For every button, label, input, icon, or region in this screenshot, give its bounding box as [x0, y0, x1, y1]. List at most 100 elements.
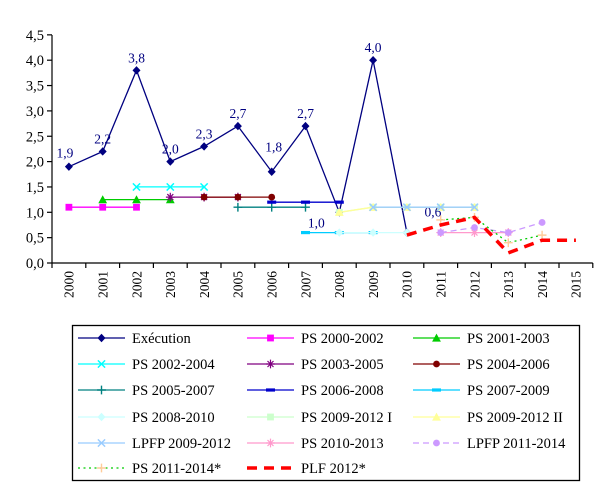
- square-marker-icon: [65, 203, 73, 211]
- x-marker-icon: [402, 203, 412, 212]
- y-tick-label: 2,5: [26, 129, 44, 145]
- legend-label: LPFP 2009-2012: [132, 436, 231, 452]
- dash-marker-icon: [432, 388, 441, 392]
- legend-label: PS 2002-2004: [132, 357, 215, 373]
- triangle-marker-icon: [98, 195, 108, 204]
- y-tick-label: 0,5: [26, 231, 44, 247]
- x-tick-label: 2004: [197, 271, 212, 298]
- legend-label: PS 2005-2007: [132, 383, 215, 399]
- diamond-marker-icon: [369, 56, 378, 65]
- series-ps-2005-2007: [233, 202, 310, 212]
- x-marker-icon: [97, 438, 106, 448]
- data-label: 2,2: [94, 131, 111, 146]
- legend-item-ex-cution: Exécution: [78, 331, 192, 347]
- series-ps-2008-2010: [335, 228, 411, 237]
- plus-marker-icon: [537, 230, 547, 240]
- y-tick-label: 3,0: [26, 104, 44, 120]
- legend-item-ps-2004-2006: PS 2004-2006: [413, 357, 550, 373]
- series-ps-2002-2004: [132, 182, 209, 192]
- circle-marker-icon: [433, 360, 440, 368]
- diamond-marker-icon: [369, 228, 378, 237]
- x-tick-label: 2003: [163, 271, 178, 298]
- x-tick-label: 2009: [366, 271, 381, 298]
- series-lpfp-2009-2012: [368, 203, 479, 212]
- legend-label: Exécution: [132, 331, 192, 347]
- legend-label: PS 2011-2014*: [132, 461, 221, 477]
- y-tick-label: 2,0: [26, 155, 44, 171]
- y-tick-label: 4,5: [26, 28, 44, 44]
- legend-label: PS 2009-2012 II: [467, 410, 563, 426]
- x-tick-label: 2006: [265, 271, 280, 298]
- legend-label: PS 2006-2008: [301, 383, 384, 399]
- circle-marker-icon: [234, 193, 242, 201]
- plus-marker-icon: [267, 202, 277, 212]
- data-label: 2,7: [297, 106, 314, 121]
- x-tick-label: 2015: [569, 271, 584, 298]
- legend-item-ps-2009-2012-i: PS 2009-2012 I: [247, 410, 392, 426]
- legend-box: [71, 324, 581, 482]
- circle-marker-icon: [433, 439, 440, 447]
- circle-marker-icon: [471, 224, 478, 231]
- data-label: 2,3: [196, 126, 213, 141]
- plus-marker-icon: [503, 238, 513, 248]
- plus-marker-icon: [97, 385, 106, 395]
- legend-item-ps-2002-2004: PS 2002-2004: [78, 357, 215, 373]
- x-tick-label: 2005: [231, 271, 246, 298]
- plus-marker-icon: [436, 215, 446, 225]
- series-ps-2004-2006: [200, 193, 276, 201]
- legend-label: PS 2004-2006: [467, 357, 550, 373]
- series-line-plf-2012: [406, 215, 576, 255]
- diamond-marker-icon: [97, 333, 106, 343]
- x-marker-icon: [470, 203, 479, 212]
- x-tick-label: 2007: [298, 271, 313, 298]
- legend-item-ps-2009-2012-ii: PS 2009-2012 II: [413, 410, 563, 426]
- y-tick-label: 0,0: [26, 256, 44, 272]
- series-ps-2000-2002: [65, 203, 140, 211]
- plus-marker-icon: [301, 202, 310, 212]
- x-tick-label: 2010: [400, 271, 415, 298]
- axes: 0,0 0,5 1,0 1,5 2,0 2,5 3,0 3,5 4,0 4,5 2000 2001 20…: [26, 28, 594, 298]
- diamond-marker-icon: [335, 228, 344, 237]
- x-marker-icon: [132, 182, 141, 192]
- x-tick-label: 2013: [501, 271, 516, 298]
- square-marker-icon: [99, 203, 107, 211]
- legend-item-lpfp-2011-2014: LPFP 2011-2014: [413, 436, 566, 452]
- legend-label: PS 2009-2012 I: [301, 410, 392, 426]
- x-marker-icon: [368, 203, 378, 212]
- x-tick-label: 2001: [96, 271, 111, 298]
- data-label: 4,0: [365, 40, 382, 55]
- triangle-marker-icon: [334, 207, 344, 216]
- legend-item-ps-2010-2013: PS 2010-2013: [247, 436, 384, 452]
- plus-marker-icon: [233, 202, 243, 212]
- y-tick-label: 1,0: [26, 205, 44, 221]
- legend-item-ps-2008-2010: PS 2008-2010: [78, 410, 215, 426]
- diamond-marker-icon: [301, 121, 310, 131]
- legend-label: PS 2010-2013: [301, 436, 384, 452]
- dash-marker-icon: [301, 230, 310, 235]
- triangle-marker-icon: [432, 412, 441, 421]
- square-marker-icon: [133, 203, 140, 211]
- x-tick-label: 2014: [535, 271, 550, 298]
- x-tick-label: 2000: [62, 271, 77, 298]
- y-tick-label: 1,5: [26, 180, 44, 196]
- legend-item-ps-2006-2008: PS 2006-2008: [247, 383, 384, 399]
- dash-marker-icon: [334, 200, 344, 204]
- legend-item-ps-2003-2005: PS 2003-2005: [247, 357, 384, 373]
- legend-item-ps-2011-2014: PS 2011-2014*: [78, 461, 221, 477]
- circle-marker-icon: [538, 219, 546, 226]
- x-tick-label: 2011: [434, 271, 449, 298]
- x-tick-label: 2002: [129, 271, 144, 298]
- diamond-marker-icon: [166, 157, 175, 166]
- legend-item-plf-2012: PLF 2012*: [247, 461, 366, 477]
- dash-marker-icon: [266, 388, 275, 392]
- x-marker-icon: [166, 182, 175, 192]
- data-label: 1,9: [56, 146, 73, 161]
- series-ps-2009-2012-ii: [334, 202, 479, 216]
- legend-item-lpfp-2009-2012: LPFP 2009-2012: [78, 436, 231, 452]
- x-marker-icon: [436, 203, 445, 212]
- dash-marker-icon: [267, 200, 277, 204]
- legend-label: PS 2007-2009: [467, 383, 550, 399]
- data-label: 1,8: [265, 140, 282, 155]
- legend-item-ps-2005-2007: PS 2005-2007: [78, 383, 215, 399]
